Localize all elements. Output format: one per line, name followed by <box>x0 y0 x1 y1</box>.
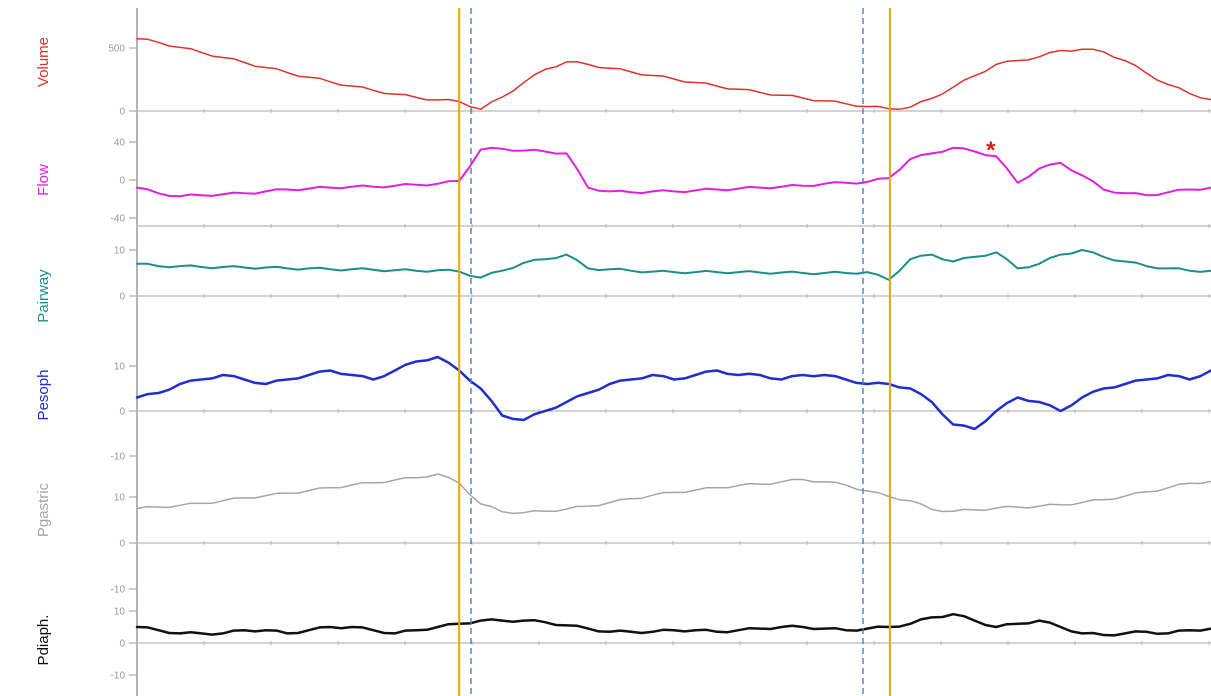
y-tick-label: 40 <box>114 138 126 149</box>
flow-trace <box>136 146 1211 198</box>
y-tick-label: 0 <box>119 107 125 118</box>
y-tick-label: 0 <box>119 639 125 650</box>
y-tick-label: -10 <box>111 671 126 682</box>
y-tick-label: 0 <box>119 539 125 550</box>
channel-label: Flow <box>35 164 52 196</box>
y-tick-label: 10 <box>114 493 126 504</box>
channel-label: Pdiaph. <box>35 615 52 666</box>
pgastric-trace <box>136 473 1211 515</box>
channel-label: Pgastric <box>35 482 52 537</box>
channel-label: Pairway <box>35 269 52 323</box>
channel-label: Volume <box>35 37 52 87</box>
volume-trace <box>136 37 1211 110</box>
y-tick-label: -40 <box>111 214 126 225</box>
pesoph-trace <box>135 355 1211 431</box>
y-tick-label: 500 <box>108 44 125 55</box>
asterisk-annotation: * <box>986 137 996 164</box>
y-tick-label: 10 <box>114 246 126 257</box>
channel-label: Pesoph <box>35 370 52 421</box>
y-tick-label: 0 <box>119 292 125 303</box>
y-tick-label: -10 <box>111 452 126 463</box>
pdiaph-trace <box>135 612 1211 637</box>
y-tick-label: 0 <box>119 176 125 187</box>
y-tick-label: 10 <box>114 607 126 618</box>
y-tick-label: 10 <box>114 362 126 373</box>
pairway-trace <box>136 249 1211 281</box>
y-tick-label: 0 <box>119 407 125 418</box>
y-tick-label: -10 <box>111 585 126 596</box>
